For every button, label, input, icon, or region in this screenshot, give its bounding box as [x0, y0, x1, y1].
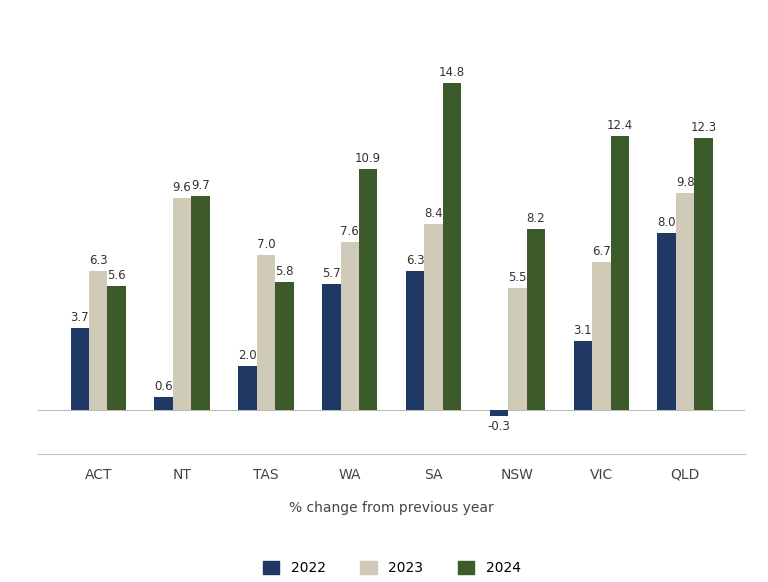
Bar [443, 83, 462, 410]
Text: 5.8: 5.8 [275, 265, 293, 278]
Text: 6.3: 6.3 [406, 254, 425, 267]
Bar [592, 262, 611, 410]
Bar [359, 169, 377, 410]
Text: 12.4: 12.4 [607, 119, 633, 132]
Text: 8.4: 8.4 [424, 207, 443, 221]
Bar [191, 196, 210, 410]
Bar [694, 138, 713, 410]
Text: 7.6: 7.6 [340, 225, 359, 238]
Bar [574, 341, 592, 410]
Bar [275, 282, 293, 410]
Text: 9.7: 9.7 [191, 179, 210, 191]
Text: 7.0: 7.0 [257, 238, 275, 251]
Bar [508, 288, 527, 410]
Legend: 2022, 2023, 2024: 2022, 2023, 2024 [257, 556, 526, 581]
Text: 5.6: 5.6 [108, 269, 126, 282]
Bar [257, 255, 275, 410]
Bar [406, 271, 425, 410]
Bar [173, 198, 191, 410]
Text: 12.3: 12.3 [690, 121, 717, 134]
Bar [527, 229, 545, 410]
Bar [238, 365, 257, 410]
X-axis label: % change from previous year: % change from previous year [290, 501, 494, 515]
Text: 2.0: 2.0 [238, 349, 257, 361]
Text: 10.9: 10.9 [355, 152, 381, 165]
Bar [657, 233, 676, 410]
Text: 8.2: 8.2 [527, 212, 545, 225]
Bar [611, 136, 629, 410]
Bar [71, 328, 89, 410]
Text: 6.3: 6.3 [89, 254, 108, 267]
Text: 9.8: 9.8 [676, 176, 694, 189]
Text: 0.6: 0.6 [154, 379, 173, 393]
Text: 3.7: 3.7 [71, 311, 89, 324]
Bar [676, 193, 694, 410]
Text: 9.6: 9.6 [173, 181, 191, 194]
Text: 3.1: 3.1 [574, 324, 592, 338]
Text: 5.7: 5.7 [322, 267, 341, 280]
Bar [154, 396, 173, 410]
Bar [89, 271, 108, 410]
Text: 6.7: 6.7 [592, 245, 611, 258]
Bar [425, 224, 443, 410]
Text: -0.3: -0.3 [488, 420, 511, 434]
Bar [490, 410, 508, 416]
Bar [340, 242, 359, 410]
Text: 14.8: 14.8 [439, 66, 465, 79]
Bar [322, 284, 340, 410]
Text: 5.5: 5.5 [508, 271, 527, 285]
Bar [108, 286, 126, 410]
Text: 8.0: 8.0 [657, 216, 676, 229]
